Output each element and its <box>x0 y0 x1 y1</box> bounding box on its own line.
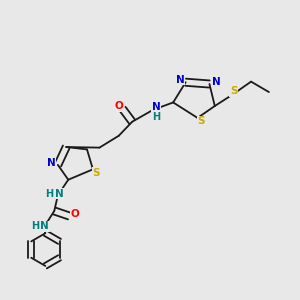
Text: S: S <box>197 116 205 127</box>
Text: H: H <box>45 189 53 199</box>
Text: O: O <box>115 101 124 111</box>
Text: N: N <box>47 158 56 168</box>
Text: H: H <box>31 221 39 231</box>
Text: H: H <box>152 112 160 122</box>
Text: S: S <box>230 86 238 96</box>
Text: O: O <box>70 209 79 220</box>
Text: N: N <box>40 221 49 231</box>
Text: N: N <box>176 75 185 85</box>
Text: N: N <box>55 189 64 199</box>
Text: N: N <box>212 76 220 87</box>
Text: S: S <box>93 168 100 178</box>
Text: N: N <box>152 103 160 112</box>
